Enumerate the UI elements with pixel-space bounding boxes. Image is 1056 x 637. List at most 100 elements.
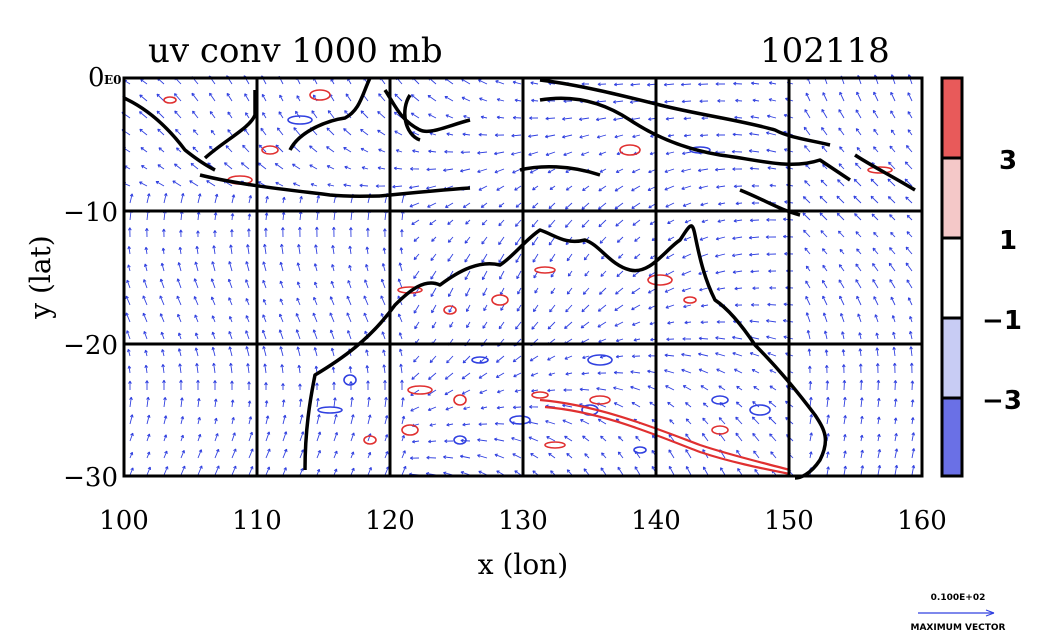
wind-vector: [839, 146, 845, 153]
wind-vector: [870, 195, 879, 204]
wind-vector: [279, 261, 284, 272]
wind-vector: [481, 253, 488, 263]
wind-vector: [804, 145, 811, 153]
wind-vector: [213, 230, 217, 238]
wind-vector: [392, 184, 403, 189]
wind-vector: [532, 185, 539, 191]
wind-vector: [564, 219, 573, 228]
x-tick-label-140: 140: [631, 506, 681, 536]
wind-vector: [245, 315, 250, 323]
wind-vector: [173, 93, 182, 102]
wind-vector: [766, 335, 777, 340]
wind-vector: [209, 110, 216, 119]
wind-vector: [769, 369, 777, 374]
wind-vector: [209, 92, 216, 102]
wind-vector: [595, 117, 607, 122]
wind-vector: [316, 449, 321, 459]
wind-vector: [332, 381, 336, 390]
wind-vector: [196, 379, 200, 390]
wind-vector: [767, 302, 777, 307]
wind-vector: [614, 321, 624, 327]
wind-vector: [682, 202, 692, 207]
wind-vector: [841, 364, 846, 374]
wind-vector: [890, 231, 896, 238]
wind-vector: [753, 450, 760, 459]
wind-vector: [549, 253, 556, 262]
wind-vector: [511, 436, 522, 442]
wind-vector: [716, 368, 726, 374]
coast-solomons: [854, 153, 916, 192]
wind-vector: [872, 279, 879, 289]
wind-vector: [515, 321, 522, 330]
wind-vector: [333, 468, 338, 476]
wind-vector: [384, 434, 389, 442]
wind-vector: [459, 168, 471, 173]
wind-vector: [873, 128, 879, 136]
wind-vector: [483, 304, 488, 312]
wind-vector: [477, 151, 488, 155]
wind-vector: [156, 110, 165, 119]
wind-vector: [194, 261, 199, 272]
wind-vector: [146, 466, 152, 476]
wind-vector: [615, 219, 624, 227]
wind-vector: [230, 399, 235, 408]
wind-vector: [736, 385, 743, 391]
convergence-contour: [531, 391, 549, 399]
wind-vector: [841, 349, 846, 357]
graticule: [124, 78, 922, 476]
wind-vector: [888, 262, 896, 272]
wind-vector: [839, 248, 845, 255]
wind-vector: [326, 165, 335, 170]
wind-vector: [375, 184, 386, 188]
wind-vector: [350, 451, 355, 459]
wind-vector: [580, 321, 590, 329]
wind-vector: [281, 399, 286, 408]
wind-vector: [430, 287, 437, 297]
wind-vector: [751, 416, 760, 425]
wind-vector: [194, 347, 199, 357]
wind-vector: [529, 405, 539, 409]
wind-vector: [808, 365, 812, 374]
wind-vector: [853, 195, 862, 204]
wind-vector: [327, 183, 335, 187]
wind-vector: [843, 465, 848, 476]
wind-vector: [449, 321, 454, 328]
wind-vector: [326, 127, 335, 136]
wind-vector: [177, 348, 182, 357]
wind-vector: [809, 432, 813, 442]
wind-vector: [531, 236, 539, 246]
wind-vector: [466, 321, 471, 329]
wind-vector: [597, 371, 607, 375]
wind-vector: [805, 312, 811, 323]
wind-vector: [873, 91, 879, 102]
wind-vector: [732, 132, 743, 137]
wind-vector: [429, 355, 437, 364]
wind-vector: [244, 93, 250, 102]
wind-vector: [805, 295, 811, 306]
wind-vector: [617, 466, 624, 476]
wind-vector: [550, 470, 556, 476]
wind-vector: [398, 348, 403, 357]
wind-vector: [716, 320, 726, 324]
wind-vector: [246, 363, 250, 374]
wind-vector: [480, 115, 488, 120]
wind-vector: [548, 202, 556, 210]
wind-vector: [309, 145, 318, 153]
wind-vector: [377, 110, 386, 119]
wind-vector: [822, 264, 828, 272]
divergence-contour: [509, 415, 531, 425]
wind-vector: [426, 455, 437, 460]
wind-vector: [665, 304, 675, 309]
wind-vector: [632, 134, 641, 139]
wind-vector: [178, 246, 183, 255]
wind-vector: [176, 313, 182, 323]
wind-vector: [460, 150, 471, 155]
wind-vector: [363, 312, 369, 323]
wind-vector: [310, 182, 318, 187]
convergence-contour: [711, 425, 729, 435]
wind-vector: [666, 337, 675, 342]
wind-vector: [630, 82, 641, 87]
wind-vector: [296, 262, 301, 272]
wind-vector: [838, 264, 845, 272]
wind-vector: [230, 229, 234, 238]
